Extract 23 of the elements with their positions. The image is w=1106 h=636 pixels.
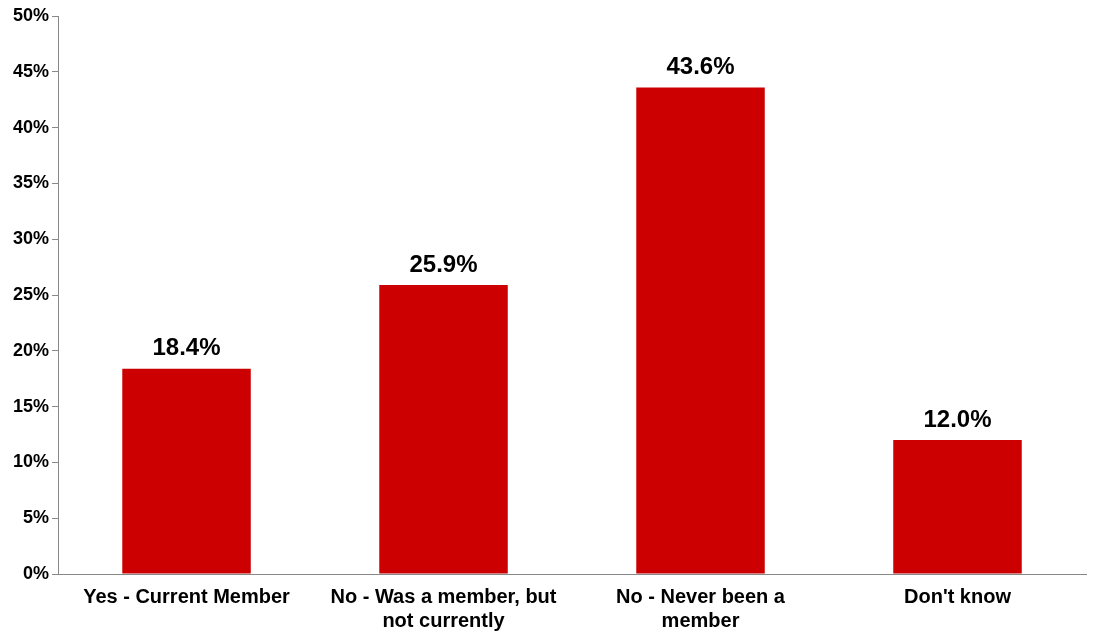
- y-tick-label: 10%: [13, 451, 50, 472]
- bar: [122, 368, 251, 574]
- y-tick-label: 45%: [13, 60, 50, 81]
- x-tick-label: No - Was a member, but not currently: [330, 584, 557, 631]
- bar: [636, 87, 765, 574]
- y-tick-label: 35%: [13, 172, 50, 193]
- bar: [893, 440, 1022, 574]
- y-tick-label: 30%: [13, 228, 50, 249]
- y-tick-label: 50%: [13, 4, 50, 25]
- y-tick-label: 0%: [23, 562, 50, 583]
- x-tick-label: Yes - Current Member: [83, 584, 291, 607]
- data-label: 25.9%: [409, 249, 478, 277]
- bar: [379, 284, 508, 574]
- y-tick-label: 25%: [13, 283, 50, 304]
- x-tick-label: Don't know: [904, 584, 1012, 607]
- data-label: 43.6%: [666, 52, 735, 80]
- data-label: 18.4%: [152, 333, 221, 361]
- y-tick-label: 20%: [13, 339, 50, 360]
- y-tick-label: 5%: [23, 507, 50, 528]
- x-tick-label: No - Never been a member: [616, 584, 786, 631]
- y-tick-label: 15%: [13, 395, 50, 416]
- data-label: 12.0%: [923, 404, 992, 432]
- y-tick-label: 40%: [13, 116, 50, 137]
